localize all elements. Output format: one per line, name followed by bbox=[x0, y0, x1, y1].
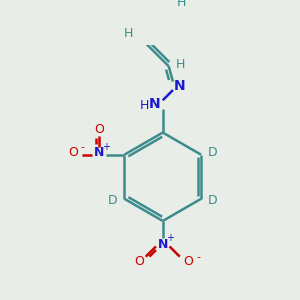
Text: O: O bbox=[68, 146, 78, 159]
Text: +: + bbox=[166, 233, 174, 243]
Text: H: H bbox=[140, 99, 149, 112]
Text: D: D bbox=[208, 146, 218, 159]
Text: N: N bbox=[148, 98, 160, 112]
Text: N: N bbox=[94, 146, 104, 159]
Text: N: N bbox=[174, 79, 186, 93]
Text: -: - bbox=[80, 142, 84, 152]
Text: H: H bbox=[176, 58, 185, 71]
Text: D: D bbox=[108, 194, 117, 207]
Text: -: - bbox=[196, 252, 200, 262]
Text: O: O bbox=[94, 123, 104, 136]
Text: H: H bbox=[177, 0, 186, 9]
Text: O: O bbox=[134, 255, 144, 268]
Text: N: N bbox=[158, 238, 168, 251]
Text: +: + bbox=[102, 142, 110, 152]
Text: H: H bbox=[124, 27, 134, 40]
Text: D: D bbox=[208, 194, 218, 207]
Text: O: O bbox=[183, 255, 193, 268]
